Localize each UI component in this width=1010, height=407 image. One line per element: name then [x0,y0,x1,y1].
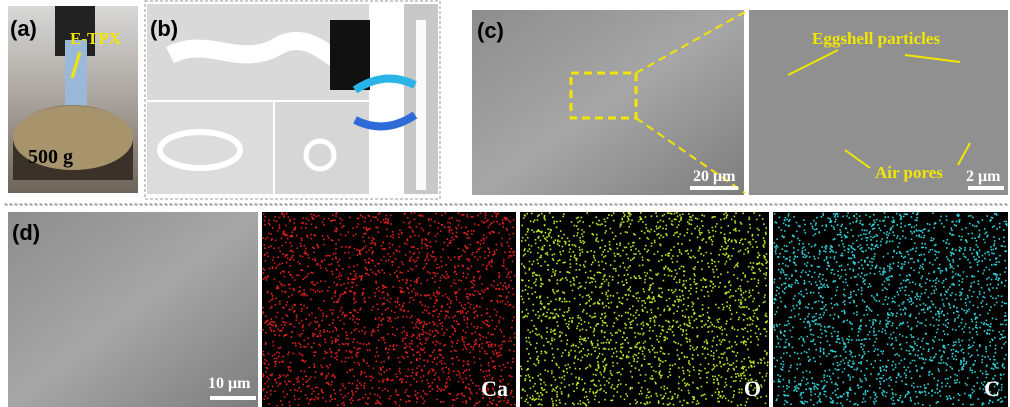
panel-a: (a) E-TPX 500 g [8,6,138,193]
scale-bar [690,186,738,190]
scale-label: 2 μm [966,168,1001,185]
element-label: C [984,376,1000,401]
scale-bar [210,396,256,400]
annotation: Eggshell particles [812,29,940,48]
panel-label: (c) [477,18,504,43]
element-label: O [744,376,761,401]
panel-label: (a) [10,16,37,41]
sample-strip [65,40,87,110]
figure: (a) E-TPX 500 g (b) (c) Eggshell particl… [0,0,1010,407]
glove [330,20,370,90]
divider [4,204,1008,205]
eds-map [262,212,516,407]
photo [275,102,369,194]
scale-label: 20 μm [693,168,736,185]
element-label: Ca [481,376,508,401]
scale-label: 10 μm [208,375,251,392]
annotation: Air pores [875,163,943,182]
panel-label: (b) [150,16,178,41]
panel-c: (c) Eggshell particles Air pores 20 μm 2… [472,10,1008,195]
photo [147,102,273,194]
sample-label: E-TPX [70,29,122,48]
strip [416,20,426,190]
weight-label: 500 g [28,146,73,168]
panel-label: (d) [12,220,40,245]
panel-d: (d) 10 μm [8,212,1008,407]
scale-bar [968,186,1004,190]
panel-b: (b) [145,1,440,199]
